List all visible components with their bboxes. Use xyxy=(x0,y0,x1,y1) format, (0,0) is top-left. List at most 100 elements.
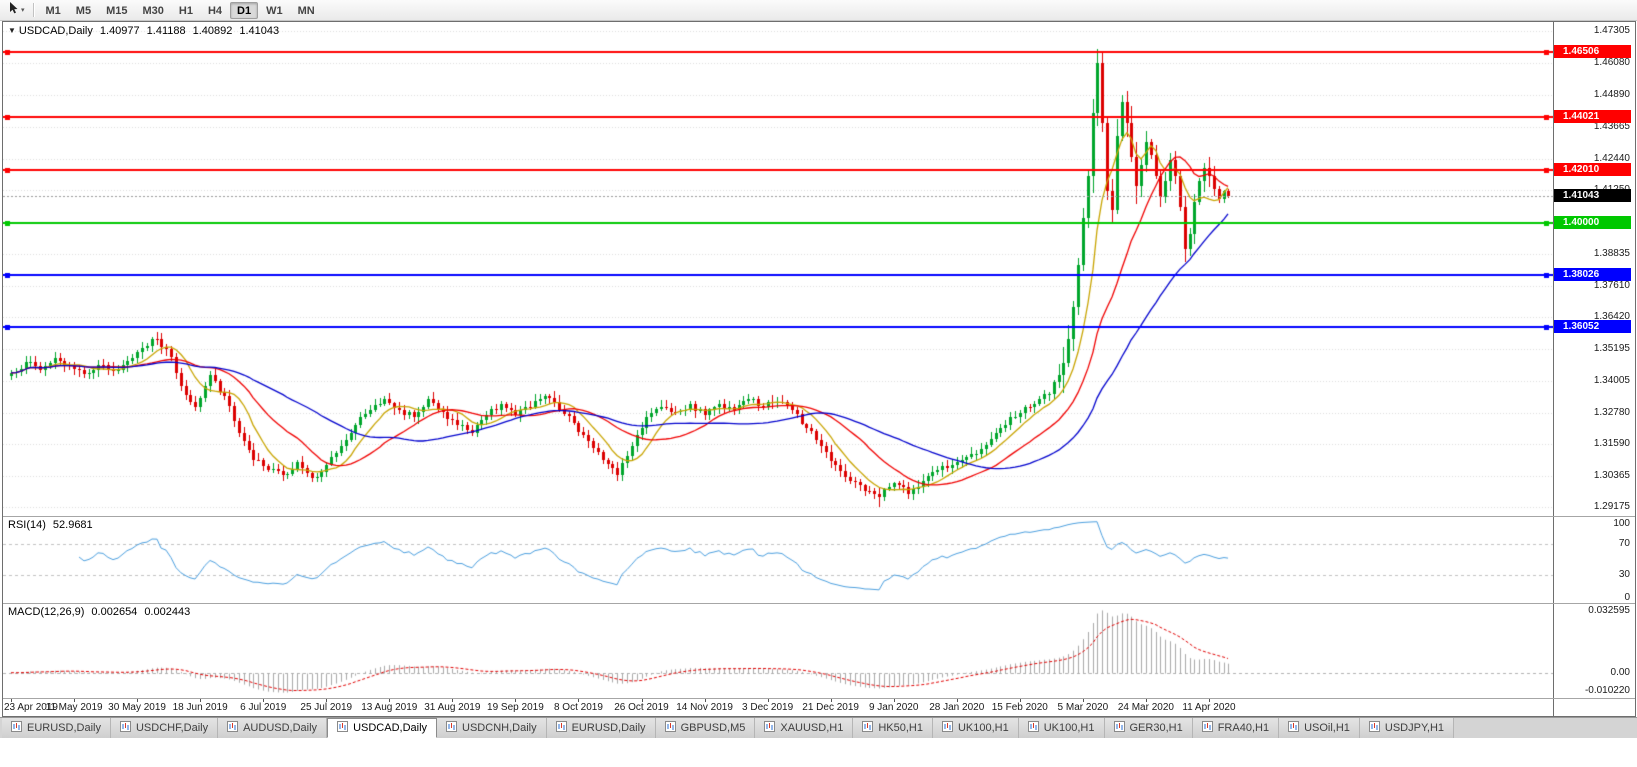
chart-tab-eurusd-daily[interactable]: EURUSD,Daily xyxy=(2,718,111,738)
price-axis-tick: 1.38835 xyxy=(1593,247,1630,259)
date-tick-mark xyxy=(74,699,75,702)
timeframe-button-h4[interactable]: H4 xyxy=(207,4,223,17)
date-tick-mark xyxy=(642,699,643,702)
timeframe-bar: M1 M5 M15 M30 H1 H4 D1 W1 MN xyxy=(39,1,323,19)
timeframe-button-d1[interactable]: D1 xyxy=(230,1,259,19)
chart-tab-fra40-h1[interactable]: FRA40,H1 xyxy=(1192,718,1280,738)
macd-main-value: 0.002654 xyxy=(91,606,138,618)
price-line-label: 1.44021 xyxy=(1554,110,1631,124)
chart-tab-label: AUDUSD,Daily xyxy=(243,722,318,734)
chart-icon xyxy=(1113,721,1125,735)
chart-symbol-label: USDCAD,Daily xyxy=(18,25,93,37)
macd-name: MACD(12,26,9) xyxy=(8,606,85,618)
date-label: 14 Nov 2019 xyxy=(676,702,733,713)
timeframe-button-m5[interactable]: M5 xyxy=(75,4,92,17)
price-axis-tick: 1.44890 xyxy=(1593,88,1630,100)
date-axis[interactable]: 23 Apr 2019 11 May 2019 30 May 2019 18 Jun … xyxy=(3,699,1553,716)
rsi-name: RSI(14) xyxy=(8,519,46,531)
chart-icon xyxy=(1368,721,1380,735)
price-axis-tick: 1.42440 xyxy=(1593,152,1630,164)
current-price-label: 1.41043 xyxy=(1554,188,1631,202)
low-value: 1.40892 xyxy=(192,25,233,37)
open-value: 1.40977 xyxy=(99,25,140,37)
price-line-label: 1.46506 xyxy=(1554,45,1631,59)
price-axis-tick: 1.29175 xyxy=(1593,501,1630,513)
chart-tab-bar: EURUSD,Daily USDCHF,Daily AUDUSD,Daily USDC… xyxy=(0,717,1637,738)
chart-icon xyxy=(11,721,22,735)
date-tick-mark xyxy=(11,699,12,702)
date-label: 9 Jan 2020 xyxy=(868,702,919,713)
date-label: 11 Apr 2020 xyxy=(1182,702,1236,713)
price-line-label: 1.42010 xyxy=(1554,163,1631,177)
timeframe-button-mn[interactable]: MN xyxy=(297,4,315,17)
chart-tab-uk100-h1[interactable]: UK100,H1 xyxy=(1018,718,1105,738)
chart-icon xyxy=(941,721,953,735)
timeframe-button-m1[interactable]: M1 xyxy=(45,4,61,17)
chart-icon xyxy=(664,721,676,735)
high-value: 1.41188 xyxy=(146,25,186,37)
cursor-icon xyxy=(7,1,20,20)
chart-tab-label: HK50,H1 xyxy=(878,722,923,734)
date-label: 3 Dec 2019 xyxy=(742,702,794,713)
timeframe-button-m15[interactable]: M15 xyxy=(106,4,128,17)
pane-splitter[interactable] xyxy=(3,698,1635,699)
date-label: 8 Oct 2019 xyxy=(553,702,603,713)
chart-tab-audusd-daily[interactable]: AUDUSD,Daily xyxy=(218,718,328,738)
chart-tab-label: USDJPY,H1 xyxy=(1384,722,1445,734)
cursor-tool-button[interactable]: ▾ xyxy=(4,0,28,21)
timeframe-button-m30[interactable]: M30 xyxy=(142,4,164,17)
macd-axis-tick: 0.032595 xyxy=(1588,605,1630,616)
chart-tab-label: EURUSD,Daily xyxy=(571,722,646,734)
date-label: 26 Oct 2019 xyxy=(614,702,669,713)
chart-tab-label: USDCHF,Daily xyxy=(135,722,209,734)
price-chart-canvas[interactable] xyxy=(3,22,1553,516)
chart-icon xyxy=(446,721,458,735)
timeframe-button-h1[interactable]: H1 xyxy=(178,4,193,17)
price-line-label: 1.36052 xyxy=(1554,319,1631,333)
date-tick-mark xyxy=(957,699,958,702)
date-label: 15 Feb 2020 xyxy=(991,702,1048,713)
price-axis[interactable]: 1.41043 1.47305 1.46080 1.44890 1.43665 1.42… xyxy=(1553,22,1635,716)
chart-icon xyxy=(227,721,239,735)
rsi-axis-tick: 100 xyxy=(1613,518,1630,529)
date-label: 25 Jul 2019 xyxy=(300,702,353,713)
chart-tab-label: USDCAD,Daily xyxy=(353,722,428,734)
date-tick-mark xyxy=(137,699,138,702)
quote-collapse-arrow-icon[interactable]: ▼ xyxy=(8,26,16,35)
date-label: 28 Jan 2020 xyxy=(929,702,985,713)
chart-tab-usdchf-daily[interactable]: USDCHF,Daily xyxy=(110,718,219,738)
rsi-indicator-canvas[interactable] xyxy=(3,517,1553,603)
macd-axis-tick: -0.010220 xyxy=(1584,685,1630,696)
chart-tab-gbpusd-m5[interactable]: GBPUSD,M5 xyxy=(655,718,756,738)
chart-window: ▼ USDCAD,Daily 1.40977 1.41188 1.40892 1.4104… xyxy=(2,21,1636,717)
date-tick-mark xyxy=(389,699,390,702)
chart-tab-label: GBPUSD,M5 xyxy=(680,722,746,734)
timeframe-button-w1[interactable]: W1 xyxy=(266,4,283,17)
chart-tab-usdcnh-daily[interactable]: USDCNH,Daily xyxy=(437,718,547,738)
chart-tab-uk100-h1[interactable]: UK100,H1 xyxy=(932,718,1019,738)
chart-icon xyxy=(119,721,131,735)
chart-tab-ger30-h1[interactable]: GER30,H1 xyxy=(1104,718,1193,738)
price-axis-tick: 1.47305 xyxy=(1593,25,1630,37)
chart-tab-usoil-h1[interactable]: USOil,H1 xyxy=(1279,718,1360,738)
date-label: 5 Mar 2020 xyxy=(1057,702,1109,713)
date-label: 31 Aug 2019 xyxy=(424,702,481,713)
price-axis-tick: 1.30365 xyxy=(1593,470,1630,482)
chart-tab-label: USOil,H1 xyxy=(1304,722,1350,734)
date-tick-mark xyxy=(200,699,201,702)
toolbar-separator xyxy=(32,3,34,17)
chart-tab-usdjpy-h1[interactable]: USDJPY,H1 xyxy=(1359,718,1455,738)
chart-tab-eurusd-daily[interactable]: EURUSD,Daily xyxy=(546,718,656,738)
price-axis-tick: 1.43665 xyxy=(1593,120,1630,132)
rsi-axis-tick: 70 xyxy=(1618,538,1630,550)
date-label: 19 Sep 2019 xyxy=(487,702,544,713)
rsi-indicator-label: RSI(14) 52.9681 xyxy=(8,519,93,531)
macd-indicator-label: MACD(12,26,9) 0.002654 0.002443 xyxy=(8,606,190,618)
chart-tab-hk50-h1[interactable]: HK50,H1 xyxy=(853,718,933,738)
macd-indicator-canvas[interactable] xyxy=(3,604,1553,698)
date-tick-mark xyxy=(263,699,264,702)
pane-splitter[interactable] xyxy=(3,516,1635,517)
chart-tab-xauusd-h1[interactable]: XAUUSD,H1 xyxy=(755,718,854,738)
chart-tab-usdcad-daily[interactable]: USDCAD,Daily xyxy=(327,718,438,738)
pane-splitter[interactable] xyxy=(3,603,1635,604)
